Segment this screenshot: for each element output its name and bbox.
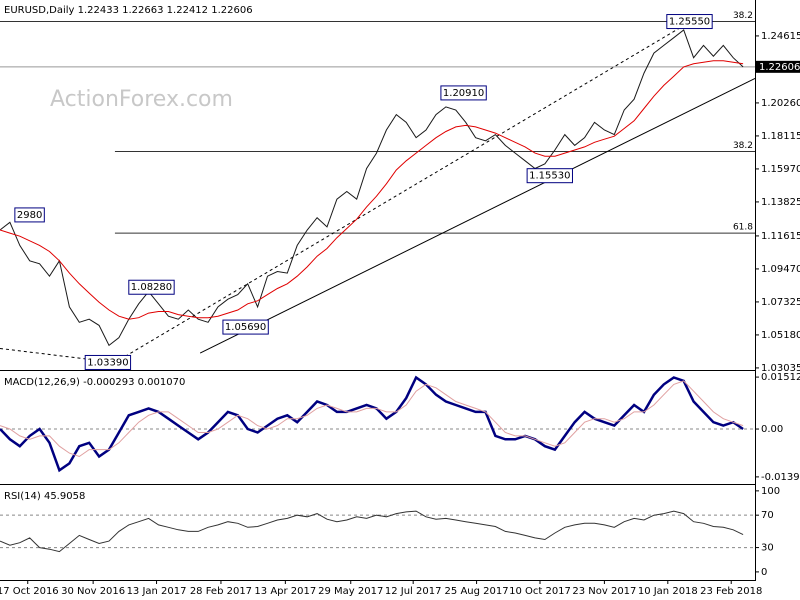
y-tick-label: 1.09470 <box>761 264 800 275</box>
annotation-box <box>222 319 269 335</box>
panel-title: MACD(12,26,9) -0.000293 0.001070 <box>4 377 185 388</box>
y-tick-label: 100 <box>761 486 780 497</box>
x-tick-label: 25 Aug 2017 <box>445 586 509 597</box>
last-price-label: 1.22606 <box>759 62 800 73</box>
panel-title: RSI(14) 45.9058 <box>4 491 85 502</box>
series-line <box>0 29 744 347</box>
annotation-box <box>666 14 713 30</box>
y-tick-label: 1.13825 <box>761 197 800 208</box>
annotation-box <box>84 354 132 370</box>
annotation-box <box>14 207 45 223</box>
x-tick-label: 23 Feb 2018 <box>700 586 762 597</box>
series-line <box>0 510 744 553</box>
y-tick-label: 1.18115 <box>761 131 800 142</box>
y-tick-label: 1.03035 <box>761 363 800 374</box>
price-annotation: 1.08280 <box>131 282 172 293</box>
y-tick-label: 1.07325 <box>761 297 800 308</box>
y-tick-label: 30 <box>761 543 774 554</box>
price-annotation: 1.15530 <box>529 171 570 182</box>
x-tick-label: 23 Nov 2017 <box>572 586 636 597</box>
x-tick-label: 12 Jul 2017 <box>385 586 442 597</box>
y-tick-label: 1.11615 <box>761 231 800 242</box>
x-tick-label: 17 Oct 2016 <box>0 586 59 597</box>
y-tick-label: 1.24615 <box>761 31 800 42</box>
y-tick-label: 1.05180 <box>761 330 800 341</box>
x-tick-label: 13 Jan 2017 <box>127 586 187 597</box>
price-annotation: 1.25550 <box>669 17 710 28</box>
last-price-box <box>756 60 800 73</box>
x-tick-label: 10 Jan 2018 <box>638 586 698 597</box>
y-tick-label: -0.01393 <box>761 472 800 483</box>
y-tick-label: 0.01512 <box>761 372 800 383</box>
price-annotation: 1.03390 <box>87 357 128 368</box>
x-tick-label: 28 Feb 2017 <box>190 586 252 597</box>
x-tick-label: 30 Nov 2016 <box>61 586 125 597</box>
annotation-box <box>440 85 487 101</box>
y-tick-label: 0 <box>761 567 767 578</box>
fib-label: 61.8 <box>733 223 753 233</box>
y-tick-label: 70 <box>761 510 774 521</box>
y-tick-label: 1.20260 <box>761 98 800 109</box>
y-tick-label: 0.00 <box>761 424 783 435</box>
price-annotation: 1.05690 <box>225 322 266 333</box>
annotation-box <box>526 168 573 184</box>
x-tick-label: 13 Apr 2017 <box>254 586 316 597</box>
trendline <box>199 78 756 354</box>
series-line <box>0 380 744 458</box>
fib-label: 38.2 <box>733 11 753 21</box>
fib-label: 38.2 <box>733 141 753 151</box>
y-tick-label: 1.15970 <box>761 164 800 175</box>
price-annotation: 1.20910 <box>443 88 484 99</box>
panel-title: EURUSD,Daily 1.22433 1.22663 1.22412 1.2… <box>4 5 253 16</box>
price-annotation: 2980 <box>17 210 42 221</box>
watermark: ActionForex.com <box>50 87 233 112</box>
annotation-box <box>128 279 175 295</box>
x-tick-label: 29 May 2017 <box>318 586 383 597</box>
x-tick-label: 10 Oct 2017 <box>509 586 571 597</box>
series-line <box>0 60 744 320</box>
